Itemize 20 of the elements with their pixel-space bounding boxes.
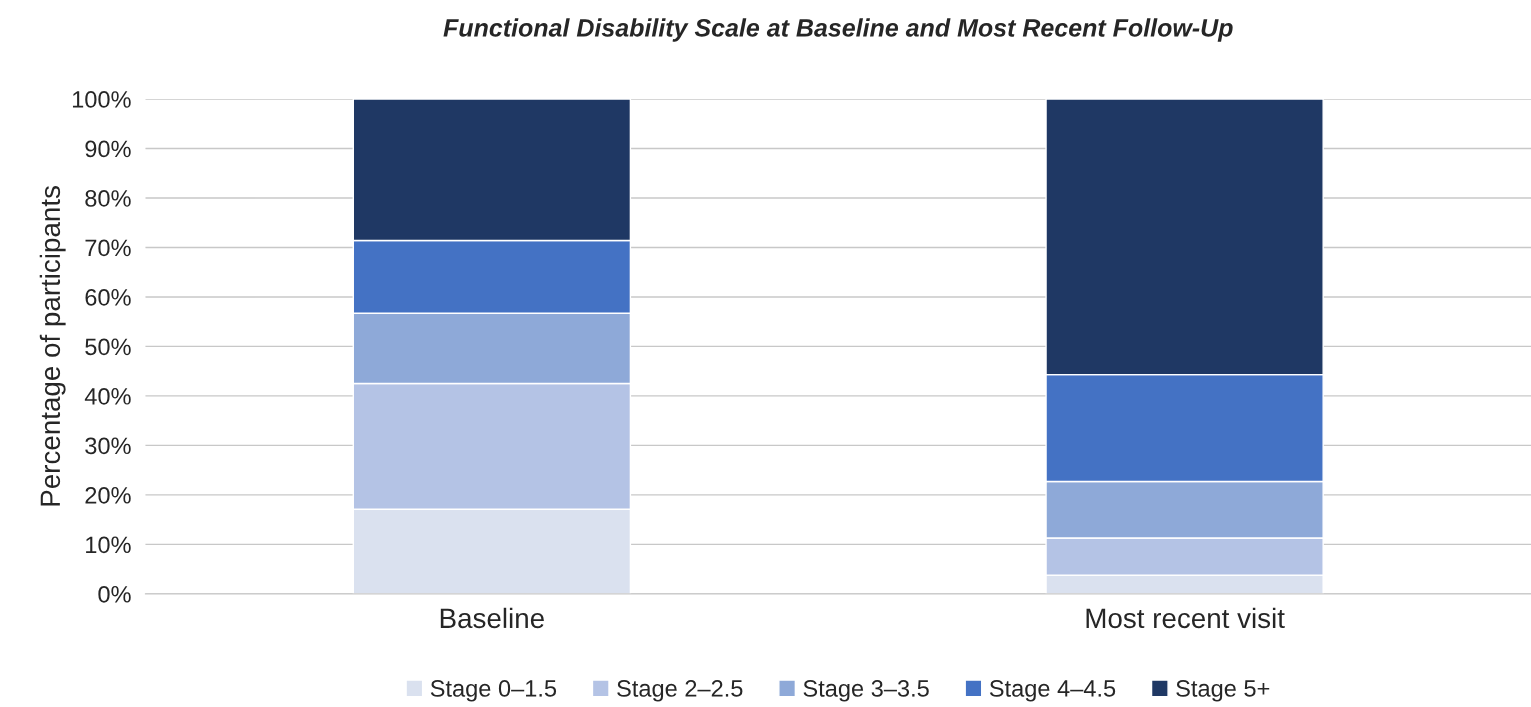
legend-label: Stage 3–3.5 xyxy=(803,680,929,702)
y-tick-label: 20% xyxy=(85,486,131,504)
y-tick-label: 10% xyxy=(86,536,131,554)
y-tick-label: 90% xyxy=(85,140,131,158)
chart-title: Functional Disability Scale at Baseline and Most Recent Follow-Up xyxy=(443,18,1233,42)
y-tick-label: 50% xyxy=(85,338,131,356)
legend-label: Stage 4–4.5 xyxy=(989,680,1116,702)
x-tick-label: Most recent visit xyxy=(1086,607,1285,629)
x-tick-label: Baseline xyxy=(440,607,544,629)
y-tick-label: 70% xyxy=(85,239,131,257)
y-tick-label: 0% xyxy=(98,585,131,603)
y-tick-label: 60% xyxy=(85,289,131,306)
y-tick-label: 40% xyxy=(84,387,131,405)
y-tick-label: 30% xyxy=(85,437,131,455)
y-tick-label: 100% xyxy=(72,91,131,108)
y-tick-label: 80% xyxy=(85,190,131,207)
legend-label: Stage 5+ xyxy=(1176,680,1270,702)
legend-label: Stage 2–2.5 xyxy=(617,680,743,702)
legend-label: Stage 0–1.5 xyxy=(430,680,557,702)
y-axis-title: Percentage of participants xyxy=(39,186,66,506)
